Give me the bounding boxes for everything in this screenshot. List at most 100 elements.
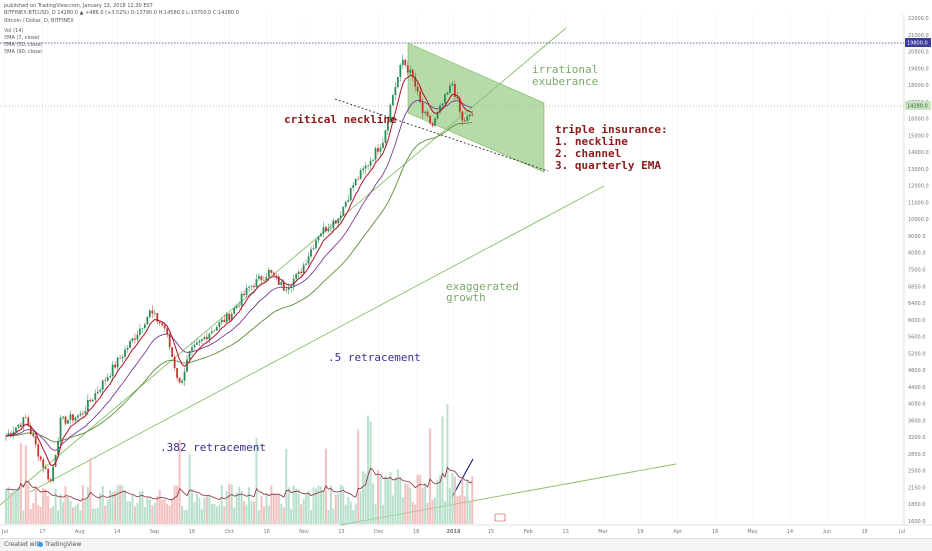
price-tick-label: 1850.0 <box>908 502 926 508</box>
volume-bar <box>453 476 456 524</box>
candle <box>104 380 107 382</box>
candle <box>201 339 203 341</box>
volume-bar <box>116 485 119 524</box>
volume-bar <box>367 415 370 524</box>
volume-bar <box>14 491 17 524</box>
volume-bar <box>300 504 303 524</box>
candle <box>305 263 307 265</box>
price-tick-label: 19000.0 <box>908 66 929 72</box>
volume-bar <box>156 496 159 524</box>
volume-bar <box>381 504 384 524</box>
volume-bar <box>357 429 360 524</box>
annotation-exaggerated: exaggerated <box>446 280 519 293</box>
candle <box>119 357 121 359</box>
candle <box>243 293 245 296</box>
volume-bar <box>295 488 298 524</box>
volume-bar <box>183 510 186 524</box>
candle <box>342 206 345 216</box>
candle <box>399 65 402 77</box>
time-tick-label: Sep <box>150 529 159 535</box>
volume-bar <box>205 496 208 524</box>
volume-bar <box>138 491 141 524</box>
volume-bar <box>101 485 104 524</box>
candle <box>277 276 280 285</box>
candle <box>183 371 186 381</box>
candle <box>352 185 355 188</box>
volume-bar <box>67 496 69 524</box>
volume-bar <box>342 486 345 524</box>
volume-bar <box>275 494 278 524</box>
candle <box>210 331 213 334</box>
volume-bar <box>248 487 251 524</box>
volume-bar <box>161 499 164 524</box>
candle <box>151 310 154 314</box>
tradingview-logo[interactable]: TradingView <box>38 539 81 551</box>
volume-bar <box>5 489 7 524</box>
candle <box>431 123 434 126</box>
candle <box>267 269 270 278</box>
price-tick-label: 20000.0 <box>908 50 929 56</box>
volume-bar <box>245 504 248 524</box>
time-tick-label: 14 <box>787 529 793 535</box>
time-tick-label: Jun <box>822 529 831 535</box>
candle <box>325 227 327 232</box>
candle <box>47 468 50 480</box>
candle <box>441 103 444 106</box>
candle <box>225 313 228 323</box>
volume-bar <box>267 505 270 524</box>
volume-bar <box>131 495 134 524</box>
candle <box>52 466 55 482</box>
candle <box>168 334 171 348</box>
candle <box>312 248 315 250</box>
time-tick-label: 18 <box>413 529 419 535</box>
candle <box>208 333 211 340</box>
candle <box>134 338 136 340</box>
volume-bar <box>315 488 317 524</box>
volume-bar <box>384 476 387 524</box>
candle <box>394 87 397 96</box>
candle <box>203 337 206 340</box>
volume-bar <box>203 497 206 524</box>
volume-bar <box>119 484 122 524</box>
volume-bar <box>396 469 399 524</box>
volume-bar <box>47 496 50 524</box>
candle <box>434 118 436 126</box>
candle <box>39 456 42 460</box>
price-tick-label: 14000.0 <box>908 150 929 156</box>
volume-bar <box>255 438 258 524</box>
time-tick-label: Mar <box>598 529 608 535</box>
candle <box>101 380 104 390</box>
candle <box>292 278 295 286</box>
candle <box>310 249 312 257</box>
candle <box>344 201 347 207</box>
volume-bar <box>64 486 67 524</box>
candle <box>263 279 265 281</box>
annotation-triple-3: 3. quarterly EMA <box>555 159 661 172</box>
volume-bar <box>419 475 422 524</box>
time-tick-label: 2018 <box>447 529 461 535</box>
candle <box>295 274 298 279</box>
price-tick-label: 3600.0 <box>908 418 926 424</box>
volume-bar <box>253 501 255 524</box>
volume-bar <box>151 505 154 524</box>
candle <box>396 76 399 88</box>
volume-bar <box>235 492 238 524</box>
volume-bar <box>436 479 439 524</box>
candle <box>359 170 362 180</box>
volume-bar <box>141 490 144 524</box>
candle <box>426 111 429 116</box>
volume-bar <box>257 510 260 524</box>
candle <box>248 286 250 288</box>
volume-bar <box>7 487 10 524</box>
time-tick-label: 14 <box>114 529 120 535</box>
candle <box>287 287 290 290</box>
price-tick-label: 10000.0 <box>908 217 929 223</box>
publish-info: published on TradingView.com, January 13… <box>4 3 154 9</box>
price-chart[interactable]: published on TradingView.com, January 13… <box>0 0 932 538</box>
candle <box>176 368 179 378</box>
volume-bar <box>414 504 417 524</box>
flag-icon[interactable] <box>494 513 506 522</box>
candle <box>178 377 181 383</box>
time-tick-label: May <box>747 529 757 535</box>
volume-bar <box>439 474 441 524</box>
